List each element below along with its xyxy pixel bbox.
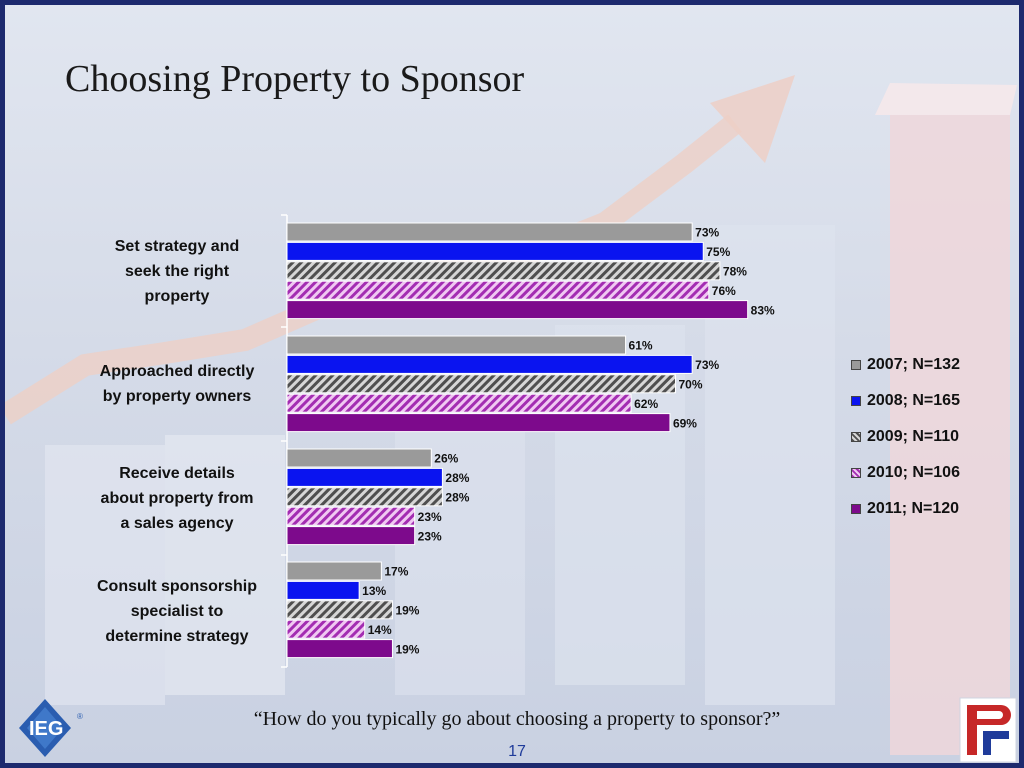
legend-swatch-2009 <box>851 432 861 442</box>
bar-2010-cat3 <box>286 506 416 526</box>
value-label-2008-cat3: 28% <box>445 471 469 485</box>
value-label-2011-cat4: 19% <box>395 642 419 656</box>
survey-question: “How do you typically go about choosing … <box>253 708 781 730</box>
bar-2007-cat2 <box>286 335 627 355</box>
category-label-line: by property owners <box>102 388 252 405</box>
value-label-2009-cat3: 28% <box>445 491 469 505</box>
ieg-logo-registered-mark: ® <box>77 712 83 721</box>
category-label-line: seek the right <box>124 262 230 280</box>
value-label-2009-cat2: 70% <box>679 378 703 392</box>
legend-item-2009: 2009; N=110 <box>851 419 960 455</box>
category-label-line: Consult sponsorship <box>97 577 257 595</box>
value-label-2007-cat3: 26% <box>434 452 458 466</box>
category-label-line: Receive details <box>119 464 235 482</box>
legend-item-2010: 2010; N=106 <box>851 455 960 491</box>
category-label-1: Set strategy and seek the right property <box>77 234 277 309</box>
category-label-line: about property from <box>100 489 254 507</box>
legend-item-2007: 2007; N=132 <box>851 347 960 383</box>
legend-swatch-2010 <box>851 468 861 478</box>
value-label-2010-cat3: 23% <box>418 510 442 524</box>
value-label-2009-cat4: 19% <box>395 604 419 618</box>
bar-2011-cat1 <box>286 300 749 320</box>
page-number: 17 <box>508 743 526 760</box>
category-label-3: Receive details about property from a sale… <box>77 461 277 536</box>
ieg-logo: IEG ® <box>19 699 83 757</box>
value-label-2007-cat4: 17% <box>384 565 408 579</box>
bar-2010-cat4 <box>286 619 366 639</box>
bar-2011-cat2 <box>286 413 671 433</box>
value-label-2007-cat2: 61% <box>629 339 653 353</box>
bar-2009-cat2 <box>286 374 676 394</box>
category-label-line: specialist to <box>130 602 224 620</box>
ieg-logo-text: IEG <box>29 718 63 740</box>
legend-swatch-2007 <box>851 360 861 370</box>
legend-label-2008: 2008; N=165 <box>867 392 960 409</box>
legend-label-2009: 2009; N=110 <box>867 428 960 445</box>
bar-2008-cat2 <box>286 354 693 374</box>
bar-2007-cat3 <box>286 448 432 468</box>
legend-label-2010: 2010; N=106 <box>867 464 960 481</box>
category-label-line: determine strategy <box>105 627 249 645</box>
value-label-2008-cat2: 73% <box>695 358 719 372</box>
bar-2008-cat3 <box>286 467 443 487</box>
value-label-2011-cat1: 83% <box>751 303 775 317</box>
value-label-2010-cat2: 62% <box>634 397 658 411</box>
value-label-2011-cat3: 23% <box>418 529 442 543</box>
bar-2008-cat4 <box>286 580 360 600</box>
category-label-4: Consult sponsorship specialist to determin… <box>77 574 277 649</box>
legend-swatch-2008 <box>851 396 861 406</box>
legend: 2007; N=132 2008; N=165 2009; N=110 2010; N… <box>851 347 960 527</box>
category-label-line: Approached directly <box>99 363 255 380</box>
slide-title: Choosing Property to Sponsor <box>65 58 525 100</box>
value-label-2007-cat1: 73% <box>695 226 719 240</box>
category-label-2: Approached directly by property owners <box>77 359 277 409</box>
pr-logo <box>959 697 1017 763</box>
bar-2010-cat1 <box>286 280 710 300</box>
category-label-line: Set strategy and <box>114 237 240 255</box>
legend-item-2011: 2011; N=120 <box>851 491 960 527</box>
value-label-2010-cat1: 76% <box>712 284 736 298</box>
bar-2010-cat2 <box>286 393 632 413</box>
bar-2007-cat4 <box>286 561 382 581</box>
category-label-line: property <box>144 287 210 305</box>
bar-2007-cat1 <box>286 222 693 242</box>
bar-2009-cat3 <box>286 487 443 507</box>
legend-swatch-2011 <box>851 504 861 514</box>
value-label-2008-cat1: 75% <box>706 245 730 259</box>
bar-2009-cat4 <box>286 600 393 620</box>
bar-chart: 73%75%78%76%83%61%73%70%62%69%26%28%28%2… <box>281 214 775 668</box>
bar-2011-cat4 <box>286 639 393 659</box>
bar-2011-cat3 <box>286 526 416 546</box>
legend-label-2011: 2011; N=120 <box>867 500 960 517</box>
value-label-2008-cat4: 13% <box>362 584 386 598</box>
legend-label-2007: 2007; N=132 <box>867 356 960 373</box>
value-label-2009-cat1: 78% <box>723 265 747 279</box>
bar-2009-cat1 <box>286 261 721 281</box>
legend-item-2008: 2008; N=165 <box>851 383 960 419</box>
bar-2008-cat1 <box>286 241 704 261</box>
category-label-line: a sales agency <box>120 514 234 532</box>
value-label-2010-cat4: 14% <box>368 623 392 637</box>
value-label-2011-cat2: 69% <box>673 416 697 430</box>
